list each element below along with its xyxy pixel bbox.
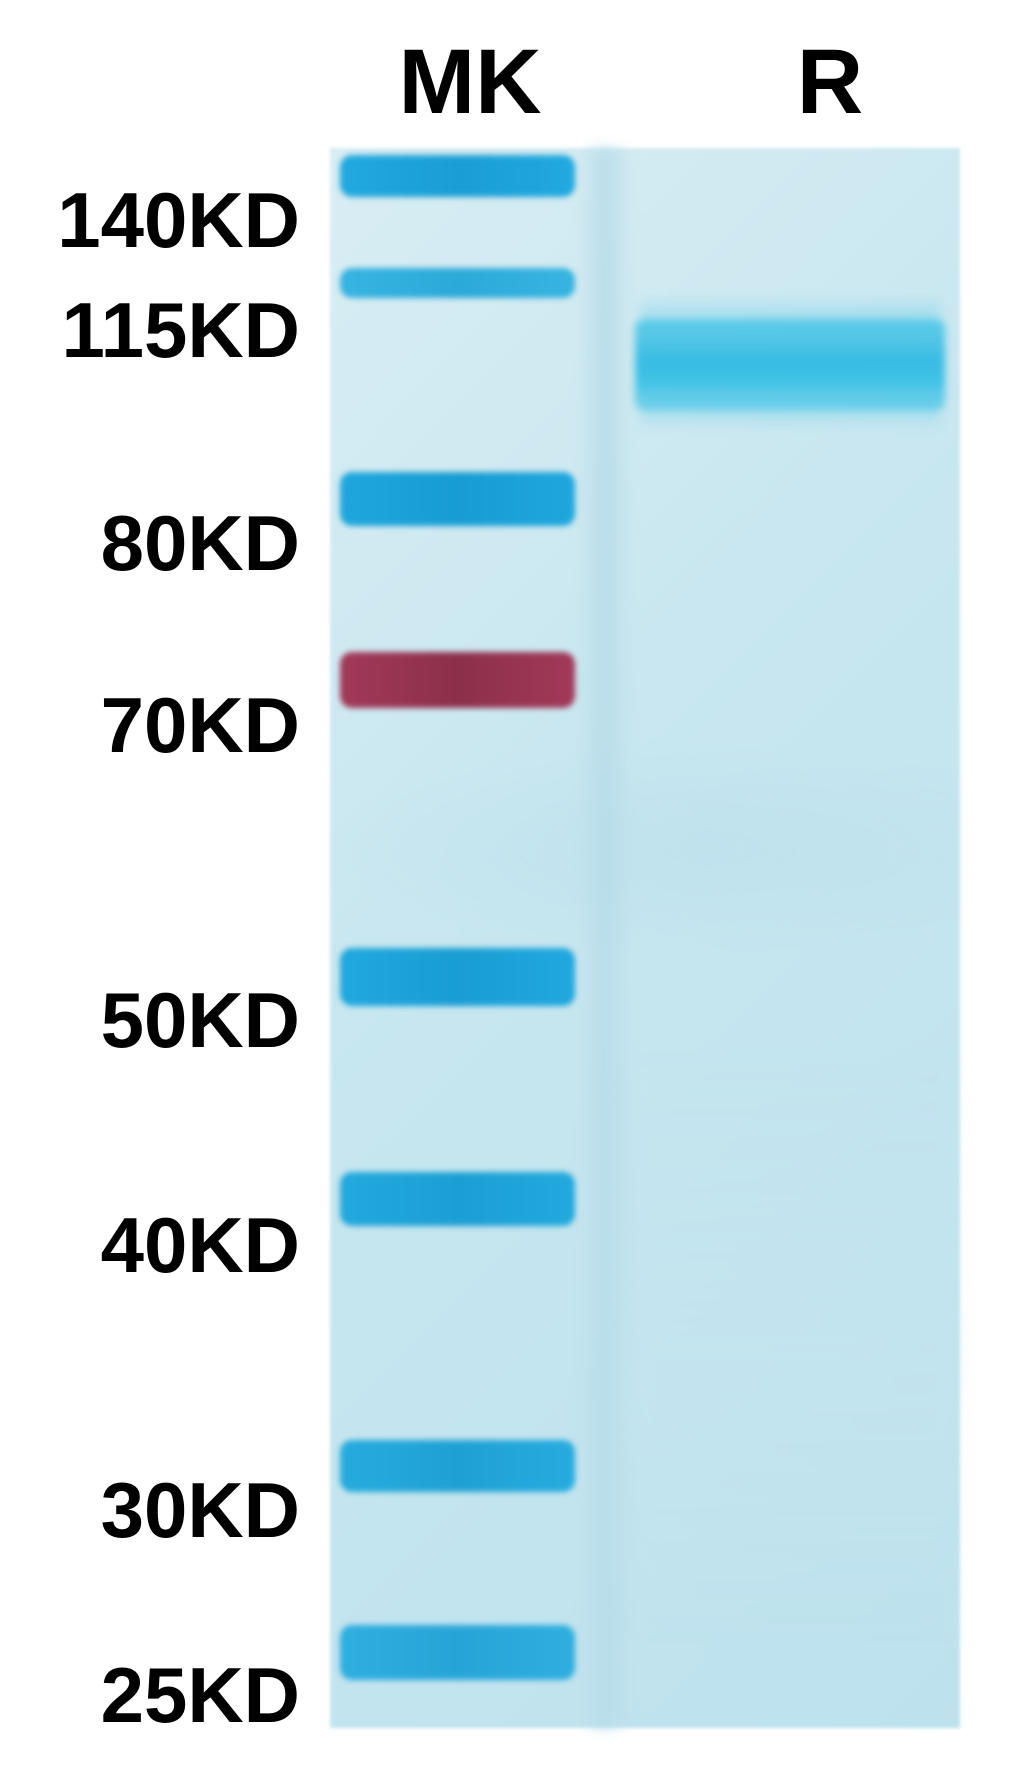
mw-label-50: 50KD [60, 975, 300, 1066]
sample-band-smear-top [640, 295, 940, 330]
marker-band-80 [340, 472, 575, 526]
mw-label-25: 25KD [60, 1650, 300, 1741]
mw-label-30: 30KD [60, 1465, 300, 1556]
marker-band-115 [340, 268, 575, 298]
marker-band-40 [340, 1172, 575, 1226]
marker-band-25 [340, 1625, 575, 1680]
marker-band-50 [340, 948, 575, 1006]
gel-texture-2 [630, 1048, 960, 1648]
mw-label-80: 80KD [60, 498, 300, 589]
marker-band-70 [340, 652, 575, 708]
mw-label-70: 70KD [60, 680, 300, 771]
marker-band-30 [340, 1440, 575, 1492]
sample-band-smear-bottom [640, 400, 940, 430]
sample-lane-header: R [780, 30, 880, 135]
mw-label-140: 140KD [20, 175, 300, 266]
gel-texture-1 [330, 748, 960, 948]
marker-band-140 [340, 155, 575, 197]
mw-label-40: 40KD [60, 1200, 300, 1291]
gel-figure: MK R 140KD 115KD 80KD 70KD 50KD 40KD 30K… [0, 0, 1028, 1777]
marker-lane-header: MK [380, 30, 560, 135]
sample-band-1 [635, 320, 945, 410]
mw-label-115: 115KD [20, 285, 300, 376]
